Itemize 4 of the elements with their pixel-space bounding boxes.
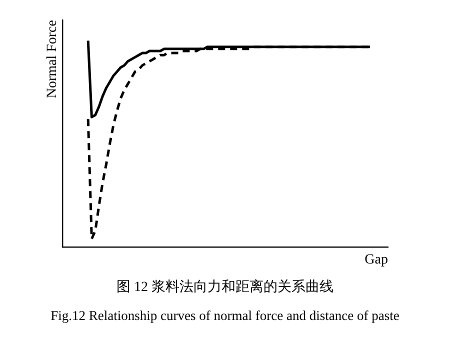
x-axis-title: Gap [364, 252, 388, 268]
caption: Fig.12 Relationship curves of normal force and distance of paste [50, 307, 400, 325]
y-axis-title: Normal Force [45, 20, 60, 98]
caption: 图 12 浆料法向力和距离的关系曲线 [116, 278, 334, 297]
